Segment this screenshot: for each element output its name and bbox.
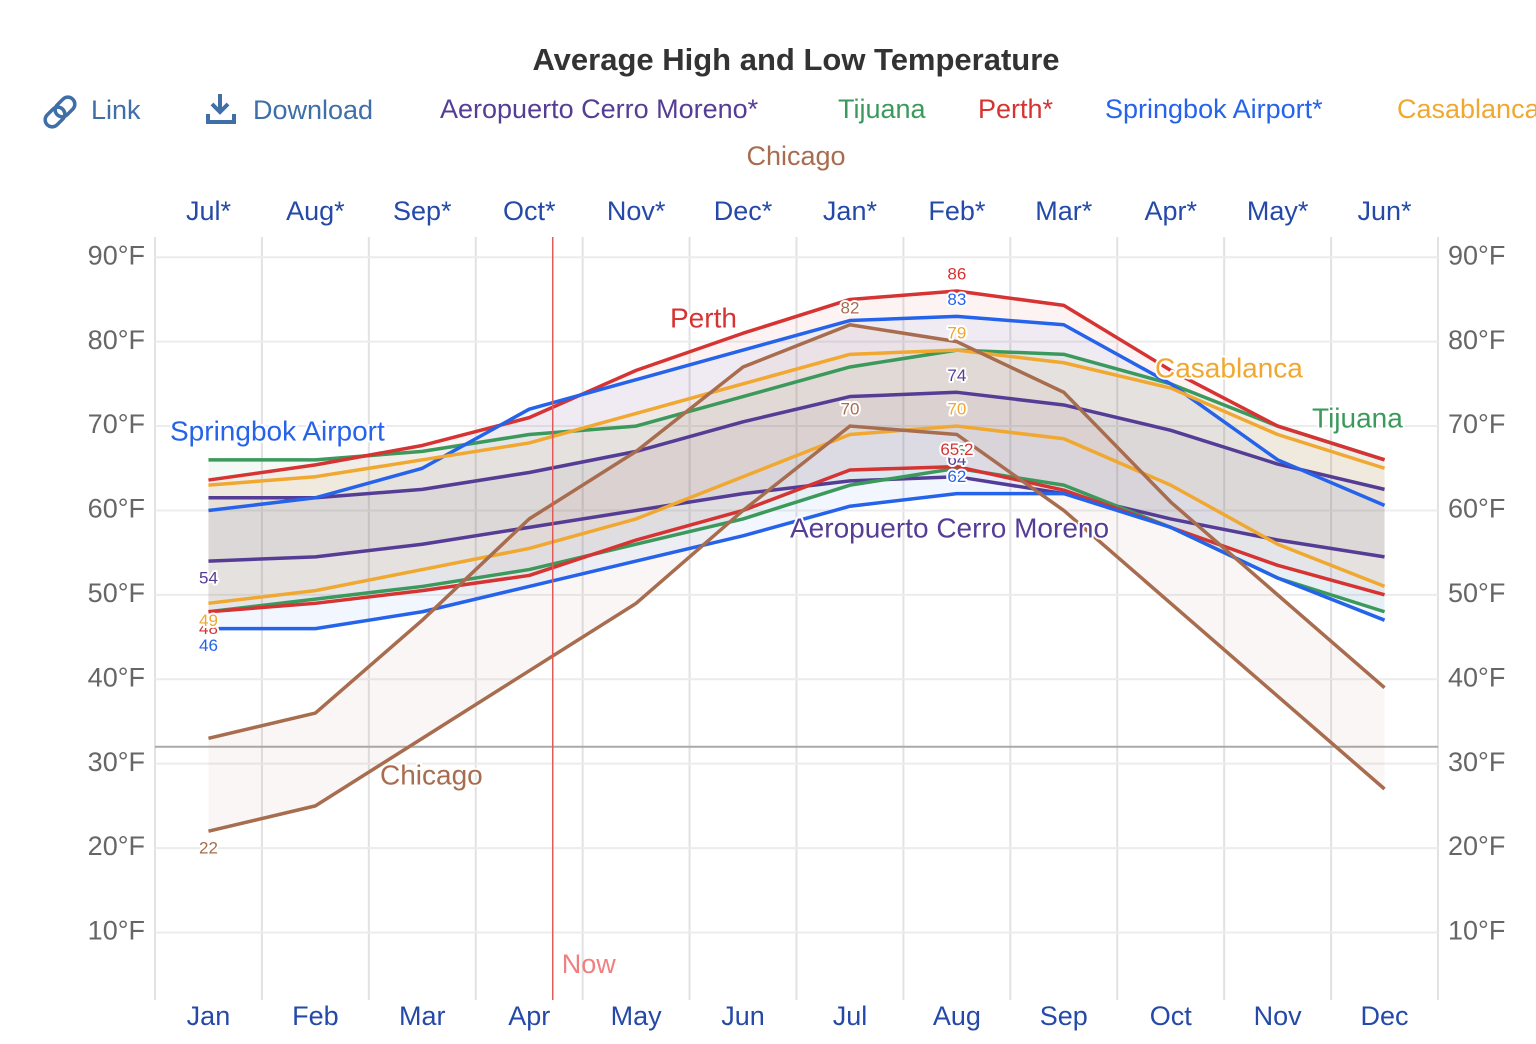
x-tick-label-top: Apr* [1144, 196, 1197, 226]
y-tick-label: 70°F [88, 409, 145, 439]
x-tick-label: Dec [1361, 1001, 1409, 1031]
y-tick-label-right: 20°F [1448, 831, 1505, 861]
y-tick-label-right: 50°F [1448, 578, 1505, 608]
link-button[interactable]: Link [91, 95, 141, 125]
low-line [208, 474, 1385, 563]
x-tick-label-top: Jun* [1358, 196, 1413, 226]
y-tick-label: 20°F [88, 831, 145, 861]
data-label: 74 [947, 366, 966, 385]
x-tick-label: Aug [933, 1001, 981, 1031]
download-icon[interactable] [206, 94, 236, 124]
series-label: Casablanca [1155, 352, 1303, 383]
data-label: 79 [947, 324, 966, 343]
y-tick-label-right: 30°F [1448, 747, 1505, 777]
series-label: Springbok Airport [170, 415, 385, 446]
data-label: 46 [199, 636, 218, 655]
x-tick-label-top: Jan* [823, 196, 878, 226]
x-tick-label-top: Aug* [286, 196, 345, 226]
series-label: Aeropuerto Cerro Moreno [790, 512, 1109, 543]
x-tick-label-top: Mar* [1035, 196, 1092, 226]
x-tick-label-top: Dec* [714, 196, 773, 226]
data-label: 86 [947, 265, 966, 284]
data-label: 82 [840, 298, 859, 317]
x-tick-label-top: Feb* [928, 196, 986, 226]
legend-entry[interactable]: Springbok Airport* [1105, 94, 1323, 124]
data-label: 62 [947, 467, 966, 486]
x-tick-label-top: Sep* [393, 196, 452, 226]
x-tick-label: Jun [721, 1001, 765, 1031]
data-label: 70 [840, 400, 859, 419]
data-label: 22 [199, 839, 218, 858]
high-line [208, 348, 1386, 487]
low-line [208, 424, 1386, 833]
data-label: 83 [947, 290, 966, 309]
labels: 745464794865864865.2834662794970822270Ae… [168, 263, 1405, 860]
series-label: Tijuana [1312, 402, 1403, 433]
y-tick-label: 40°F [88, 662, 145, 692]
x-tick-label: Sep [1040, 1001, 1088, 1031]
y-tick-label: 60°F [88, 494, 145, 524]
series-label: Chicago [380, 759, 483, 790]
download-button[interactable]: Download [253, 95, 373, 125]
x-tick-label: Mar [399, 1001, 446, 1031]
high-line [208, 323, 1386, 741]
legend-entry[interactable]: Tijuana [838, 94, 927, 124]
legend-entry[interactable]: Chicago [746, 141, 845, 171]
y-tick-label: 10°F [88, 916, 145, 946]
y-tick-label: 80°F [88, 325, 145, 355]
data-label: 48 [199, 619, 218, 638]
data-label: 64 [947, 450, 966, 469]
x-tick-label: Feb [292, 1001, 339, 1031]
legend-entry[interactable]: Perth* [978, 94, 1054, 124]
x-tick-label: Oct [1150, 1001, 1193, 1031]
legend-entry[interactable]: Casablanca [1397, 94, 1536, 124]
y-tick-label-right: 10°F [1448, 916, 1505, 946]
data-label: 70 [947, 400, 966, 419]
now-label: Now [562, 949, 617, 979]
y-tick-label-right: 70°F [1448, 409, 1505, 439]
link-icon[interactable] [42, 94, 77, 129]
temperature-band [208, 392, 1385, 562]
x-tick-label: Jul [833, 1001, 868, 1031]
low-line [208, 424, 1386, 606]
x-tick-label-top: Jul* [186, 196, 232, 226]
y-tick-label-right: 90°F [1448, 240, 1505, 270]
x-tick-label-top: Oct* [503, 196, 556, 226]
data-label: 49 [199, 611, 218, 630]
data-label: 48 [199, 619, 218, 638]
lines [208, 289, 1386, 833]
high-line [208, 289, 1386, 482]
y-tick-label: 50°F [88, 578, 145, 608]
data-label: 54 [199, 569, 218, 588]
series-label: Perth [670, 302, 737, 333]
x-tick-label: Jan [187, 1001, 231, 1031]
x-tick-label: May [611, 1001, 663, 1031]
y-tick-label-right: 80°F [1448, 325, 1505, 355]
legend-entry[interactable]: Aeropuerto Cerro Moreno* [440, 94, 759, 124]
y-tick-label-right: 60°F [1448, 494, 1505, 524]
high-line [208, 390, 1385, 500]
grid [154, 237, 1439, 1000]
x-tick-label: Nov [1254, 1001, 1303, 1031]
low-line [208, 464, 1386, 614]
temperature-band [208, 350, 1385, 604]
chart-title: Average High and Low Temperature [532, 42, 1059, 77]
x-tick-label-top: Nov* [607, 196, 666, 226]
data-label: 65.2 [940, 440, 973, 459]
data-label: 65 [947, 442, 966, 461]
low-line [208, 491, 1386, 631]
y-tick-label: 90°F [88, 240, 145, 270]
temperature-band [208, 316, 1385, 629]
y-tick-label-right: 40°F [1448, 662, 1505, 692]
x-tick-label-top: May* [1247, 196, 1309, 226]
data-label: 79 [947, 324, 966, 343]
y-tick-label: 30°F [88, 747, 145, 777]
x-tick-label: Apr [508, 1001, 550, 1031]
high-line [208, 348, 1386, 462]
